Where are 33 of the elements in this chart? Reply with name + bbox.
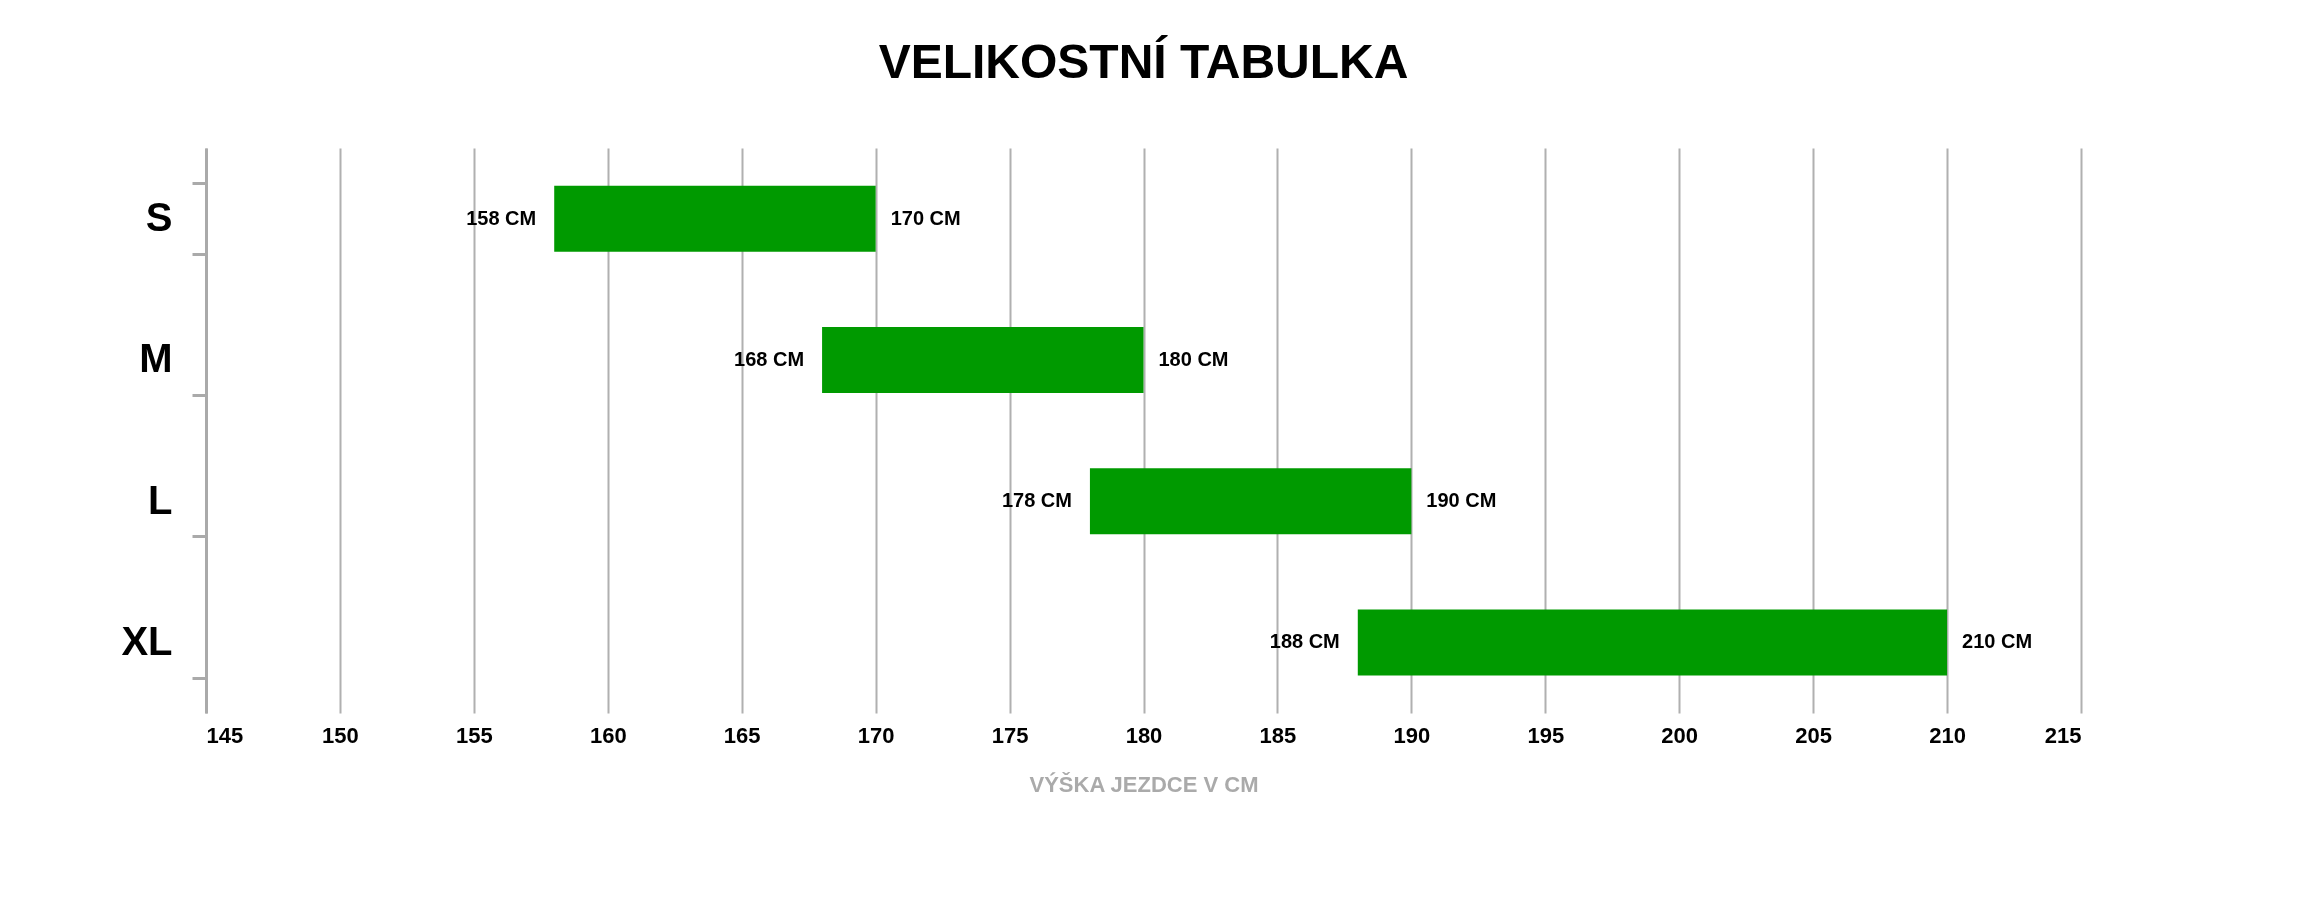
x-tick-label: 165 xyxy=(723,722,761,748)
annotation: 210 CM xyxy=(1962,630,2033,653)
x-tick-label: 150 xyxy=(322,722,359,748)
x-tick-label: 170 xyxy=(857,722,895,748)
y-tick-label: L xyxy=(148,477,173,522)
bar xyxy=(822,326,1144,393)
bar xyxy=(1357,609,1948,676)
x-tick-label: 180 xyxy=(1125,722,1163,748)
bar xyxy=(554,185,876,252)
x-tick-label: 200 xyxy=(1661,722,1699,748)
y-tick-label: M xyxy=(139,336,173,381)
annotation: 190 CM xyxy=(1426,489,1497,512)
x-tick-label: 155 xyxy=(456,722,493,748)
x-tick-label: 210 xyxy=(1929,722,1966,748)
x-tick-label: 215 xyxy=(2044,722,2082,748)
y-tick-label: S xyxy=(145,195,173,240)
annotation: 170 CM xyxy=(890,206,961,229)
x-tick-label: 175 xyxy=(991,722,1029,748)
x-tick-label: 205 xyxy=(1795,722,1832,748)
annotation: 180 CM xyxy=(1158,347,1229,370)
annotation: 168 CM xyxy=(734,347,805,370)
annotation: 178 CM xyxy=(1001,489,1072,512)
bar xyxy=(1089,468,1412,535)
annotation: 158 CM xyxy=(466,206,537,229)
x-tick-label: 195 xyxy=(1527,722,1565,748)
x-axis-title: VÝŠKA JEZDCE V CM xyxy=(1029,771,1259,797)
x-tick-label: 190 xyxy=(1393,722,1431,748)
annotation: 188 CM xyxy=(1269,630,1340,653)
chart-title: VELIKOSTNÍ TABULKA xyxy=(878,35,1409,88)
y-tick-label: XL xyxy=(121,618,173,663)
x-tick-label: 185 xyxy=(1259,722,1297,748)
x-tick-label: 160 xyxy=(589,722,627,748)
x-tick-label: 145 xyxy=(206,722,244,748)
